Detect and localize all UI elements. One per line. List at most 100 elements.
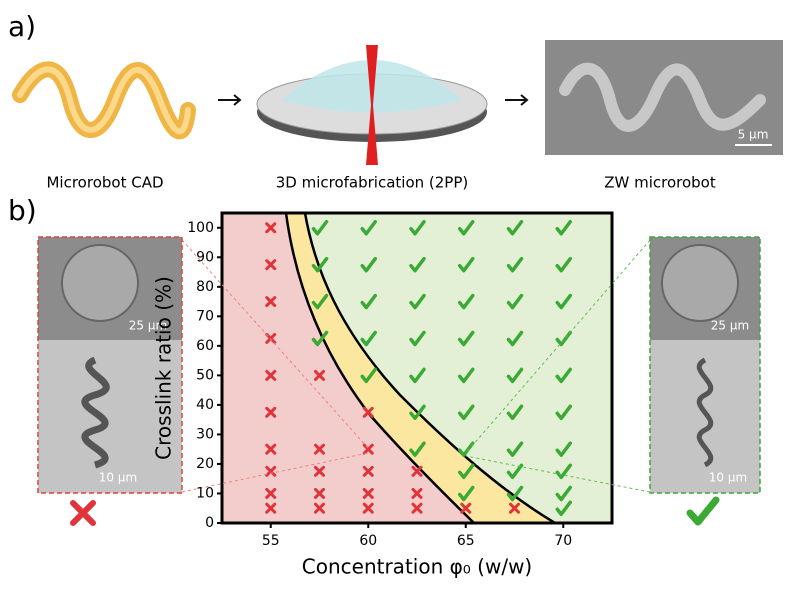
caption: Microrobot CAD — [46, 174, 163, 192]
data-point — [555, 463, 572, 480]
data-point — [311, 293, 329, 310]
data-point — [506, 293, 524, 310]
data-point — [265, 465, 277, 477]
image-frame — [37, 236, 183, 494]
data-point — [265, 487, 277, 499]
y-tick-label: 50 — [196, 367, 214, 383]
connector — [181, 239, 369, 449]
data-point — [362, 406, 374, 418]
data-point — [314, 369, 325, 381]
helix — [696, 357, 714, 468]
y-tick-label: 80 — [196, 279, 214, 295]
data-point — [265, 406, 277, 418]
data-point — [311, 220, 329, 236]
data-point — [555, 367, 572, 384]
data-point — [555, 485, 572, 502]
data-point — [458, 220, 475, 236]
data-point — [362, 502, 374, 514]
panel-label: b) — [8, 194, 37, 227]
data-point — [314, 502, 325, 514]
coin-print — [661, 244, 739, 322]
y-tick-label: 0 — [205, 515, 214, 531]
y-axis-title: Crosslink ratio (%) — [152, 276, 176, 460]
sem-helix — [559, 62, 766, 132]
data-point — [409, 293, 426, 310]
scale-bar-label: 25 µm — [711, 319, 749, 333]
data-point — [360, 330, 377, 347]
data-point — [555, 256, 572, 273]
data-point — [506, 367, 524, 384]
y-tick-label: 60 — [196, 338, 214, 354]
data-point — [458, 404, 475, 421]
y-tick-label: 100 — [187, 220, 214, 236]
data-point — [458, 441, 475, 457]
data-point — [314, 465, 325, 477]
data-point — [265, 502, 277, 514]
data-point — [458, 256, 475, 273]
data-point — [265, 443, 277, 455]
data-point — [360, 293, 377, 310]
y-tick-label: 40 — [196, 397, 214, 413]
data-point — [411, 487, 423, 499]
y-tick-label: 70 — [196, 308, 214, 324]
x-tick-label: 60 — [359, 533, 377, 549]
data-point — [362, 487, 374, 499]
laser — [366, 45, 378, 165]
data-point — [360, 220, 377, 236]
sem-image — [545, 40, 783, 155]
data-point — [506, 404, 524, 421]
data-point — [555, 500, 572, 516]
data-point — [460, 502, 472, 514]
x-tick-label: 55 — [262, 533, 280, 549]
data-point — [458, 293, 475, 310]
data-point — [265, 259, 277, 271]
data-point — [506, 330, 524, 347]
data-point — [555, 293, 572, 310]
data-point — [555, 220, 572, 236]
data-point — [506, 485, 524, 502]
data-point — [411, 465, 423, 477]
x-tick-label: 70 — [554, 533, 572, 549]
micro-image — [38, 340, 182, 493]
x-tick-label: 65 — [457, 533, 475, 549]
data-point — [506, 256, 524, 273]
data-point — [409, 367, 426, 384]
data-point — [509, 502, 520, 514]
y-tick-label: 10 — [196, 485, 214, 501]
data-point — [409, 330, 426, 347]
data-point — [409, 441, 426, 457]
data-point — [458, 330, 475, 347]
arrow — [505, 94, 529, 106]
data-point — [409, 256, 426, 273]
data-point — [555, 441, 572, 457]
data-point — [360, 367, 377, 384]
data-point — [458, 463, 475, 480]
scale-bar-label: 25 µm — [129, 319, 167, 333]
panel-label: a) — [8, 10, 36, 43]
scale-bar-label: 5 µm — [738, 128, 769, 142]
data-point — [409, 220, 426, 236]
connector — [465, 455, 651, 493]
scale-bar-label: 10 µm — [99, 471, 137, 485]
caption: 3D microfabrication (2PP) — [276, 174, 469, 192]
y-tick-label: 30 — [196, 426, 214, 442]
data-point — [458, 367, 475, 384]
caption: ZW microrobot — [604, 174, 716, 192]
connector — [465, 239, 651, 454]
y-tick-label: 20 — [196, 456, 214, 472]
data-point — [314, 443, 325, 455]
failure-region — [222, 213, 474, 523]
arrow — [218, 94, 242, 106]
y-tick-label: 90 — [196, 249, 214, 265]
fail-icon — [70, 500, 96, 526]
coin-print — [61, 244, 139, 322]
helix-highlight — [17, 66, 191, 135]
data-point — [360, 256, 377, 273]
data-point — [265, 296, 277, 308]
data-point — [506, 220, 524, 236]
data-point — [362, 443, 374, 455]
plot-frame — [220, 211, 614, 525]
scale-bar-label: 10 µm — [709, 471, 747, 485]
data-point — [265, 222, 277, 234]
